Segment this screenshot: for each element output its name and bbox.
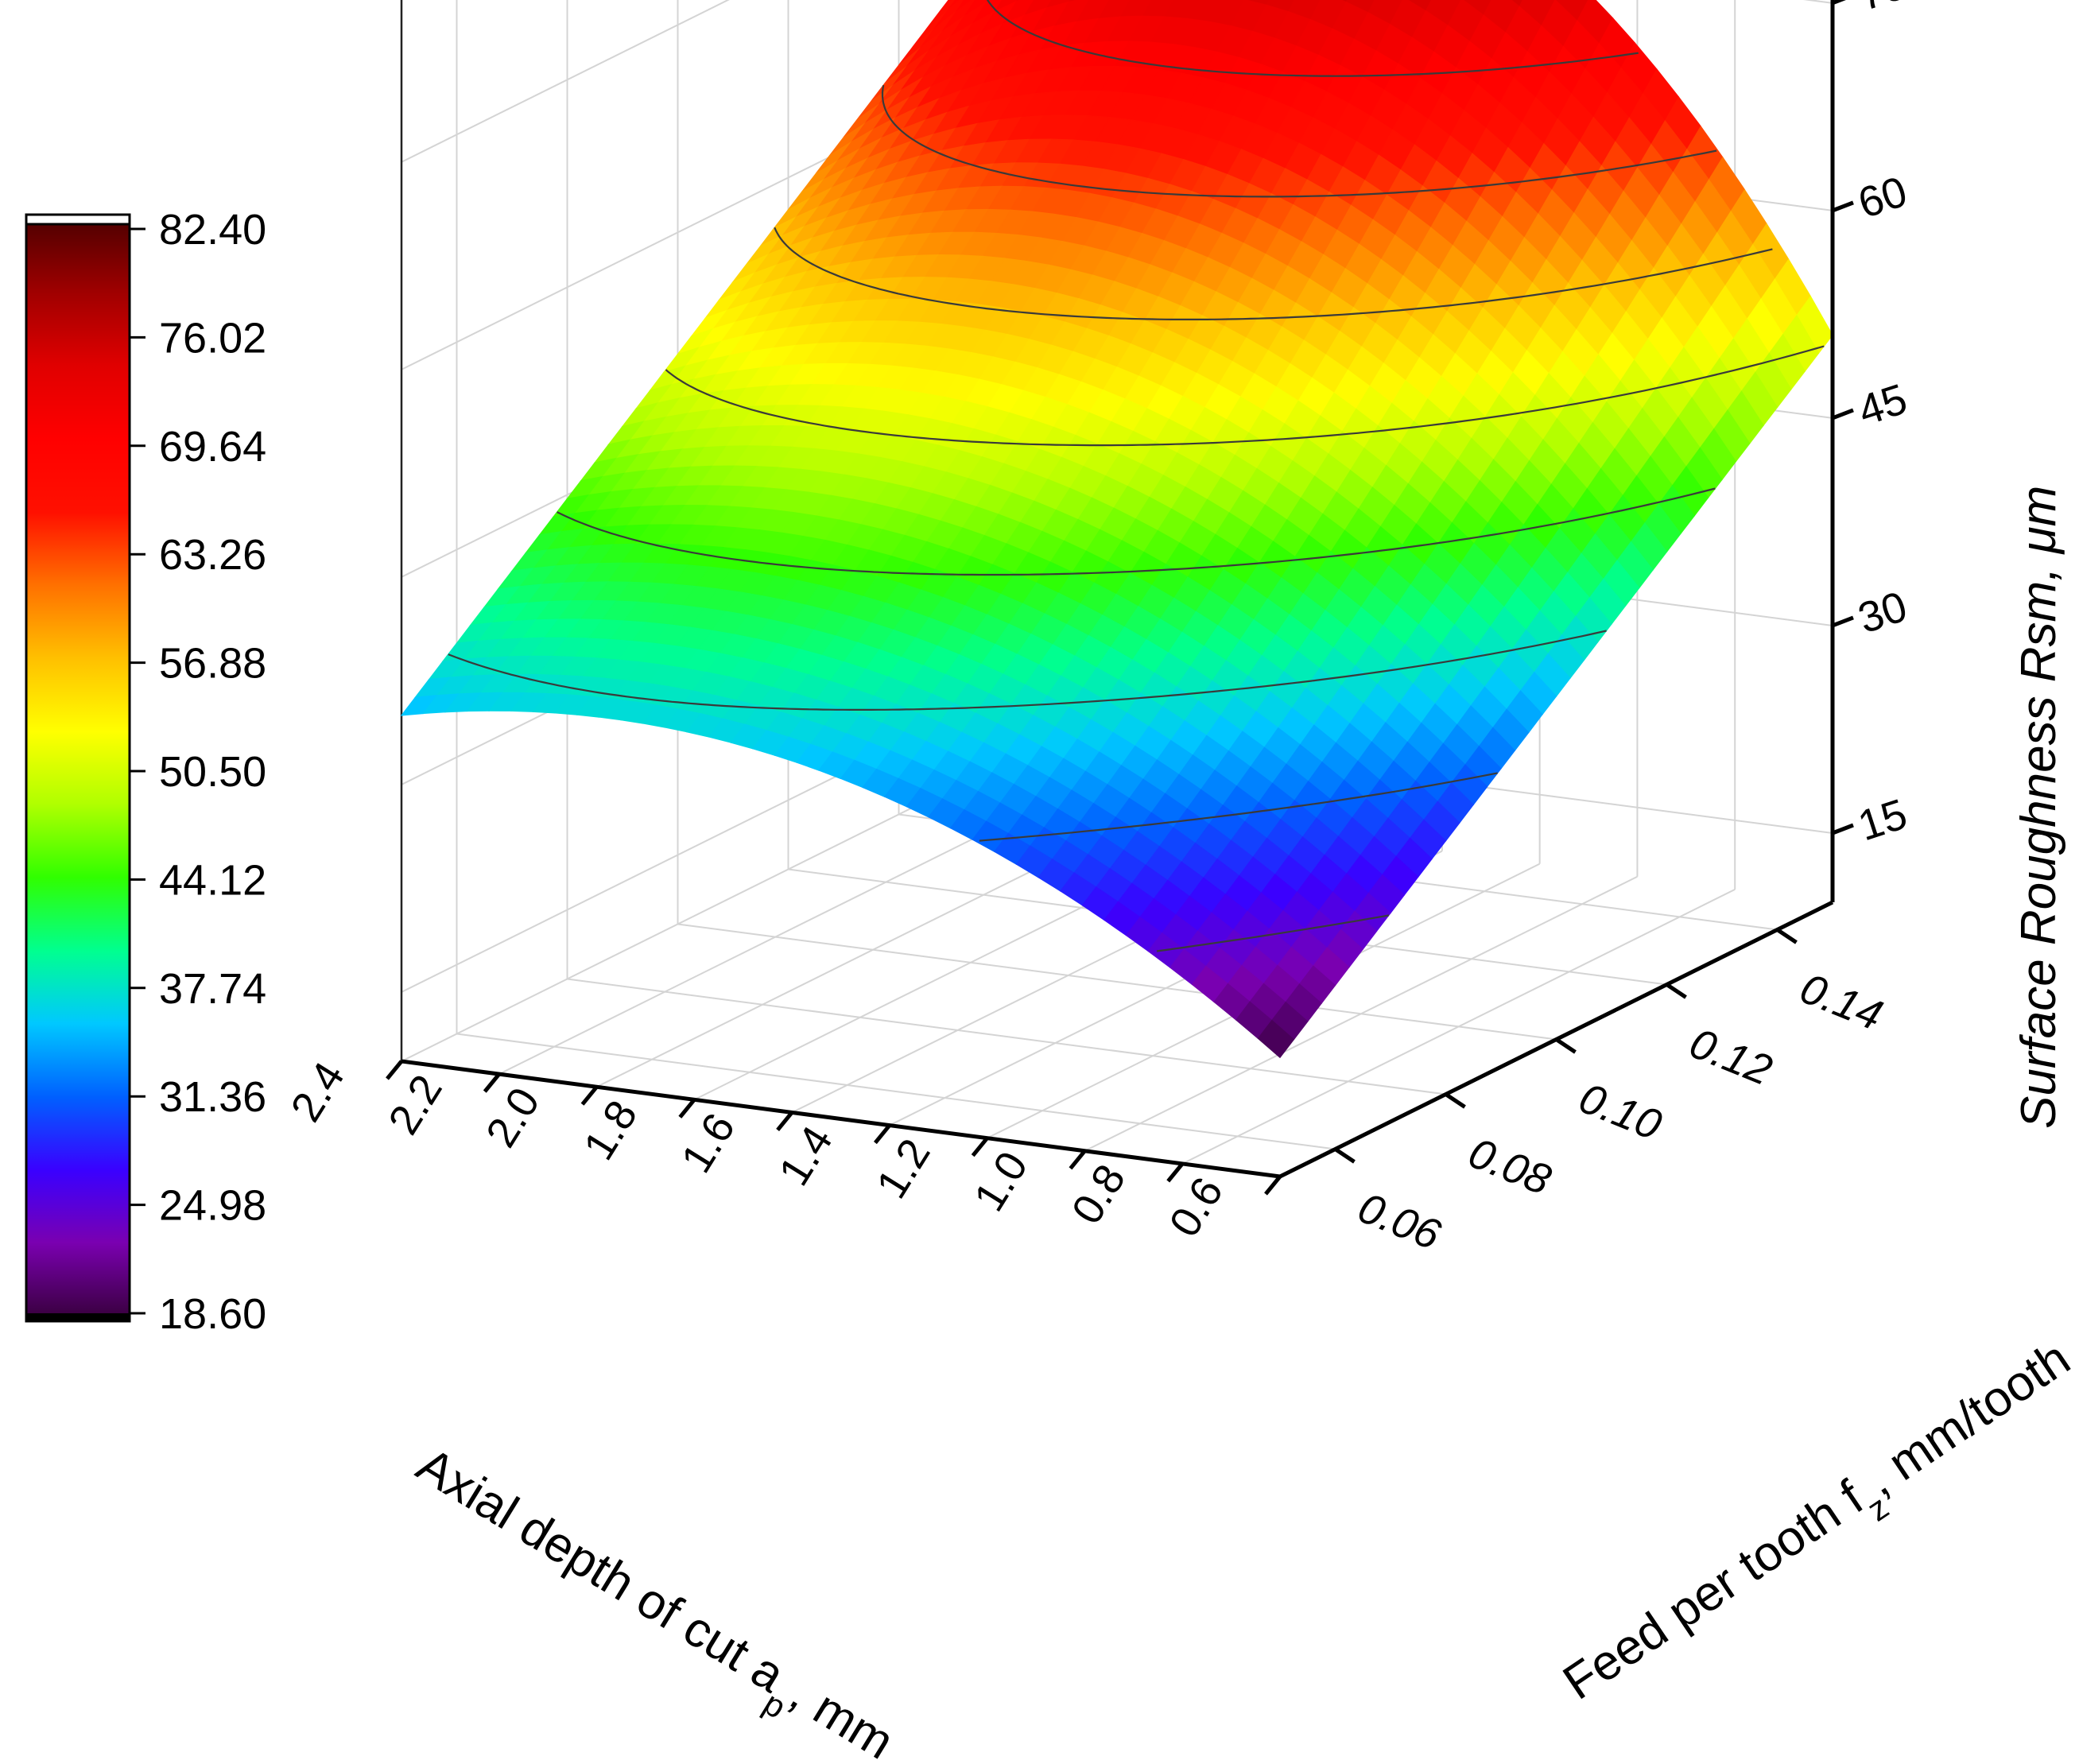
y-tick-label: 0.06 [1352, 1184, 1448, 1259]
contour-line [448, 630, 1607, 711]
y-gridline-floor [567, 978, 1446, 1095]
x-tick [1264, 1175, 1282, 1196]
y-tick [1555, 1037, 1577, 1054]
colorbar-label: 18.60 [159, 1290, 266, 1338]
colorbar-frame [25, 213, 131, 1323]
x-axis-title: Axial depth of cut ap, mm [400, 1437, 903, 1764]
y-axis-title: Feed per tooth fz, mm/tooth [1553, 1331, 2079, 1723]
colorbar-top-cap [25, 213, 131, 226]
contour-line [774, 227, 1773, 320]
colorbar-label: 56.88 [159, 640, 266, 688]
z-gridline [401, 0, 1833, 163]
y-tick [1445, 1092, 1466, 1109]
y-tick-label: 0.14 [1794, 964, 1889, 1040]
z-tick-label: 75 [1852, 0, 1913, 20]
colorbar-labels: 82.40 76.02 69.64 63.26 56.88 50.50 44.12 37.74… [130, 206, 266, 1338]
colorbar-label: 31.36 [159, 1073, 266, 1121]
colorbar-label: 37.74 [159, 965, 266, 1013]
z-tick [1832, 408, 1854, 421]
z-tick [1832, 0, 1846, 6]
z-axis-title-unit: μm [2011, 486, 2066, 556]
y-axis-title-text: Feed per tooth f [1553, 1470, 1873, 1710]
contour-line [881, 85, 1717, 198]
x-axis-line [401, 1059, 1281, 1179]
colorbar-label: 63.26 [159, 531, 266, 579]
x-tick [678, 1098, 696, 1118]
x-tick [386, 1060, 403, 1080]
colorbar-bottom-cap [26, 1313, 130, 1321]
x-tick [776, 1111, 794, 1132]
y-tick [1334, 1147, 1356, 1164]
surface-patch [1257, 1019, 1295, 1059]
contour-lines [448, 0, 1825, 952]
colorbar-label: 69.64 [159, 423, 266, 471]
y-tick-label: 0.12 [1683, 1019, 1778, 1095]
z-axis-title: Surface Roughness Rsm, μm [2011, 486, 2066, 1129]
x-tick [580, 1085, 599, 1106]
contour-line [557, 487, 1716, 576]
x-tick [971, 1137, 989, 1157]
colorbar-label: 44.12 [159, 856, 266, 904]
z-tick [1832, 615, 1854, 628]
y-tick-label: 0.08 [1462, 1129, 1557, 1204]
x-tick [873, 1123, 891, 1145]
x-tick-label: 2.4 [281, 1054, 354, 1130]
z-axis-title-text: Surface Roughness Rsm, [2011, 553, 2066, 1129]
z-tick [1832, 200, 1854, 213]
z-tick [1832, 823, 1854, 835]
x-axis-title-unit: , mm [781, 1666, 903, 1764]
x-axis-title-text: Axial depth of cut a [408, 1437, 794, 1704]
colorbar: 82.40 76.02 69.64 63.26 56.88 50.50 44.12 37.74… [25, 206, 266, 1338]
y-tick [1776, 928, 1798, 944]
y-tick-label: 0.10 [1573, 1074, 1668, 1150]
y-axis-title-unit: , mm/tooth [1856, 1331, 2079, 1506]
y-gridline-floor [456, 1033, 1336, 1150]
colorbar-label: 50.50 [159, 748, 266, 796]
colorbar-label: 82.40 [159, 206, 266, 254]
z-tick-label: 60 [1852, 168, 1913, 228]
x-tick [483, 1072, 501, 1093]
contour-line [979, 772, 1498, 842]
contour-line [1156, 914, 1390, 952]
z-tick-label: 45 [1852, 375, 1913, 436]
contour-line [665, 345, 1825, 447]
contour-line [986, 0, 1639, 77]
x-tick [1166, 1162, 1185, 1183]
z-tick-label: 15 [1852, 790, 1913, 851]
colorbar-fill [26, 219, 130, 1316]
surface [400, 0, 1833, 1059]
colorbar-label: 24.98 [159, 1182, 266, 1230]
z-tick-label: 30 [1852, 583, 1913, 643]
y-tick [1666, 983, 1687, 999]
colorbar-label: 76.02 [159, 314, 266, 362]
x-tick [1069, 1150, 1087, 1170]
y-gridline-floor [677, 923, 1557, 1041]
